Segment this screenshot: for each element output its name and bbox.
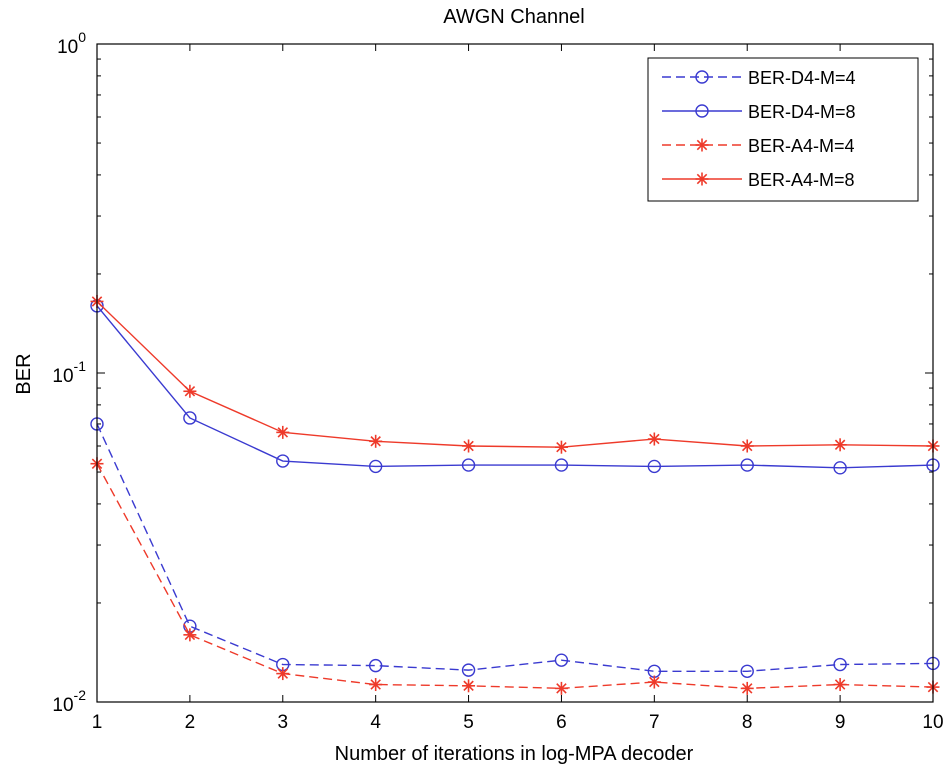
y-tick-label: 100 bbox=[57, 29, 86, 58]
plot-frame bbox=[96, 43, 934, 703]
data-point bbox=[833, 438, 847, 452]
series-line bbox=[96, 305, 934, 469]
x-tick-label: 1 bbox=[92, 712, 103, 733]
legend-box bbox=[647, 57, 919, 202]
data-point bbox=[183, 411, 197, 425]
legend-entry: BER-A4-M=8 bbox=[662, 170, 855, 190]
axis-ticks: 1 2 3 4 5 6 7 8 9 10 100 10-1 10-2 bbox=[52, 29, 943, 733]
x-tick-label: 4 bbox=[370, 712, 381, 733]
legend-marker bbox=[695, 70, 709, 84]
data-point bbox=[368, 459, 383, 474]
data-point bbox=[740, 458, 754, 472]
legend-marker bbox=[695, 138, 709, 152]
data-point bbox=[462, 679, 476, 693]
data-point bbox=[369, 434, 383, 448]
x-tick-label: 6 bbox=[556, 712, 567, 733]
data-point bbox=[740, 439, 754, 453]
data-point bbox=[461, 458, 476, 472]
y-axis-title: BER bbox=[13, 353, 35, 394]
data-point bbox=[740, 664, 754, 678]
data-point bbox=[647, 432, 661, 446]
x-tick-label: 2 bbox=[185, 712, 196, 733]
chart-title: AWGN Channel bbox=[443, 6, 585, 28]
x-axis-title: Number of iterations in log-MPA decoder bbox=[335, 743, 694, 765]
legend-label: BER-A4-M=4 bbox=[748, 136, 855, 156]
x-tick-label: 8 bbox=[742, 712, 753, 733]
legend-entry: BER-D4-M=4 bbox=[662, 68, 856, 88]
data-point bbox=[183, 384, 197, 398]
series-line bbox=[96, 463, 934, 690]
x-tick-label: 9 bbox=[835, 712, 846, 733]
x-tick-label: 5 bbox=[463, 712, 474, 733]
y-tick-label: 10-1 bbox=[52, 358, 86, 387]
data-point bbox=[554, 653, 569, 667]
legend-entry: BER-A4-M=4 bbox=[662, 136, 855, 156]
data-point bbox=[833, 461, 847, 475]
x-tick-label: 3 bbox=[277, 712, 288, 733]
x-tick-label: 7 bbox=[649, 712, 660, 733]
data-point bbox=[833, 657, 847, 672]
data-point bbox=[554, 681, 568, 695]
data-point bbox=[461, 663, 476, 677]
legend-label: BER-D4-M=4 bbox=[748, 68, 856, 88]
y-tick-label: 10-2 bbox=[52, 687, 86, 716]
legend-entry: BER-D4-M=8 bbox=[662, 102, 856, 122]
legend-label: BER-A4-M=8 bbox=[748, 170, 855, 190]
series-line bbox=[96, 300, 934, 448]
legend-marker bbox=[695, 172, 709, 186]
series-line bbox=[96, 423, 934, 672]
data-point bbox=[462, 439, 476, 453]
legend: BER-D4-M=4 BER-D4-M=8 BER-A4-M=4 BER-A4-M=8 bbox=[647, 57, 919, 202]
data-point bbox=[368, 658, 383, 673]
series-BER-A4-M=8 bbox=[90, 294, 940, 454]
data-point bbox=[740, 681, 754, 695]
legend-label: BER-D4-M=8 bbox=[748, 102, 856, 122]
data-point bbox=[183, 628, 197, 642]
x-tick-label: 10 bbox=[922, 712, 943, 733]
data-point bbox=[833, 678, 847, 692]
data-point bbox=[369, 678, 383, 692]
data-point bbox=[276, 425, 290, 439]
data-point bbox=[647, 675, 661, 689]
legend-marker bbox=[695, 104, 709, 118]
data-point bbox=[554, 458, 569, 472]
plot-series bbox=[90, 294, 940, 695]
data-point bbox=[276, 454, 290, 468]
data-point bbox=[647, 459, 662, 474]
series-BER-D4-M=8 bbox=[90, 299, 940, 475]
data-point bbox=[554, 440, 568, 454]
data-point bbox=[276, 667, 290, 681]
